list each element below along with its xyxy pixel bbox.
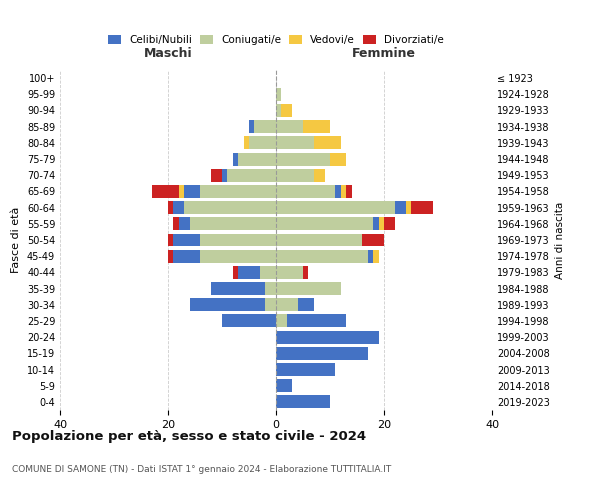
Bar	[238, 266, 260, 279]
Bar	[222, 169, 227, 181]
Bar	[168, 250, 173, 262]
Bar	[276, 396, 330, 408]
Bar	[379, 218, 384, 230]
Bar	[384, 218, 395, 230]
Bar	[395, 201, 406, 214]
Bar	[276, 347, 368, 360]
Bar	[287, 314, 346, 328]
Bar	[233, 152, 238, 166]
Bar	[303, 120, 330, 133]
Bar	[314, 169, 325, 181]
Bar	[190, 218, 276, 230]
Bar	[168, 201, 173, 214]
Bar	[173, 218, 179, 230]
Bar	[184, 201, 276, 214]
Bar	[265, 298, 276, 311]
Text: Popolazione per età, sesso e stato civile - 2024: Popolazione per età, sesso e stato civil…	[12, 430, 366, 443]
Bar	[281, 104, 292, 117]
Text: COMUNE DI SAMONE (TN) - Dati ISTAT 1° gennaio 2024 - Elaborazione TUTTITALIA.IT: COMUNE DI SAMONE (TN) - Dati ISTAT 1° ge…	[12, 465, 391, 474]
Bar	[373, 218, 379, 230]
Bar	[190, 298, 265, 311]
Y-axis label: Fasce di età: Fasce di età	[11, 207, 21, 273]
Bar	[276, 120, 303, 133]
Bar	[276, 363, 335, 376]
Bar	[276, 218, 373, 230]
Bar	[346, 185, 352, 198]
Bar	[276, 234, 362, 246]
Bar	[200, 234, 276, 246]
Bar	[303, 266, 308, 279]
Bar	[227, 169, 276, 181]
Bar	[362, 234, 384, 246]
Y-axis label: Anni di nascita: Anni di nascita	[555, 202, 565, 278]
Bar	[314, 136, 341, 149]
Text: Maschi: Maschi	[143, 48, 193, 60]
Bar	[276, 298, 298, 311]
Bar	[238, 152, 276, 166]
Bar	[276, 88, 281, 101]
Bar	[173, 234, 200, 246]
Legend: Celibi/Nubili, Coniugati/e, Vedovi/e, Divorziati/e: Celibi/Nubili, Coniugati/e, Vedovi/e, Di…	[104, 31, 448, 50]
Bar	[244, 136, 249, 149]
Bar	[179, 218, 190, 230]
Bar	[276, 314, 287, 328]
Bar	[173, 250, 200, 262]
Bar	[184, 185, 200, 198]
Bar	[368, 250, 373, 262]
Bar	[298, 298, 314, 311]
Bar	[276, 330, 379, 344]
Bar	[373, 250, 379, 262]
Bar	[254, 120, 276, 133]
Bar	[233, 266, 238, 279]
Bar	[152, 185, 179, 198]
Bar	[276, 104, 281, 117]
Bar	[276, 185, 335, 198]
Bar	[276, 282, 341, 295]
Bar	[335, 185, 341, 198]
Bar	[276, 379, 292, 392]
Bar	[276, 266, 303, 279]
Bar	[222, 314, 276, 328]
Bar	[330, 152, 346, 166]
Bar	[200, 250, 276, 262]
Bar	[211, 169, 222, 181]
Bar	[276, 250, 368, 262]
Bar	[200, 185, 276, 198]
Bar	[260, 266, 276, 279]
Bar	[276, 136, 314, 149]
Bar	[265, 282, 276, 295]
Text: Femmine: Femmine	[352, 48, 416, 60]
Bar	[168, 234, 173, 246]
Bar	[411, 201, 433, 214]
Bar	[211, 282, 265, 295]
Bar	[173, 201, 184, 214]
Bar	[179, 185, 184, 198]
Bar	[249, 120, 254, 133]
Bar	[276, 169, 314, 181]
Bar	[276, 201, 395, 214]
Bar	[249, 136, 276, 149]
Bar	[341, 185, 346, 198]
Bar	[406, 201, 411, 214]
Bar	[276, 152, 330, 166]
